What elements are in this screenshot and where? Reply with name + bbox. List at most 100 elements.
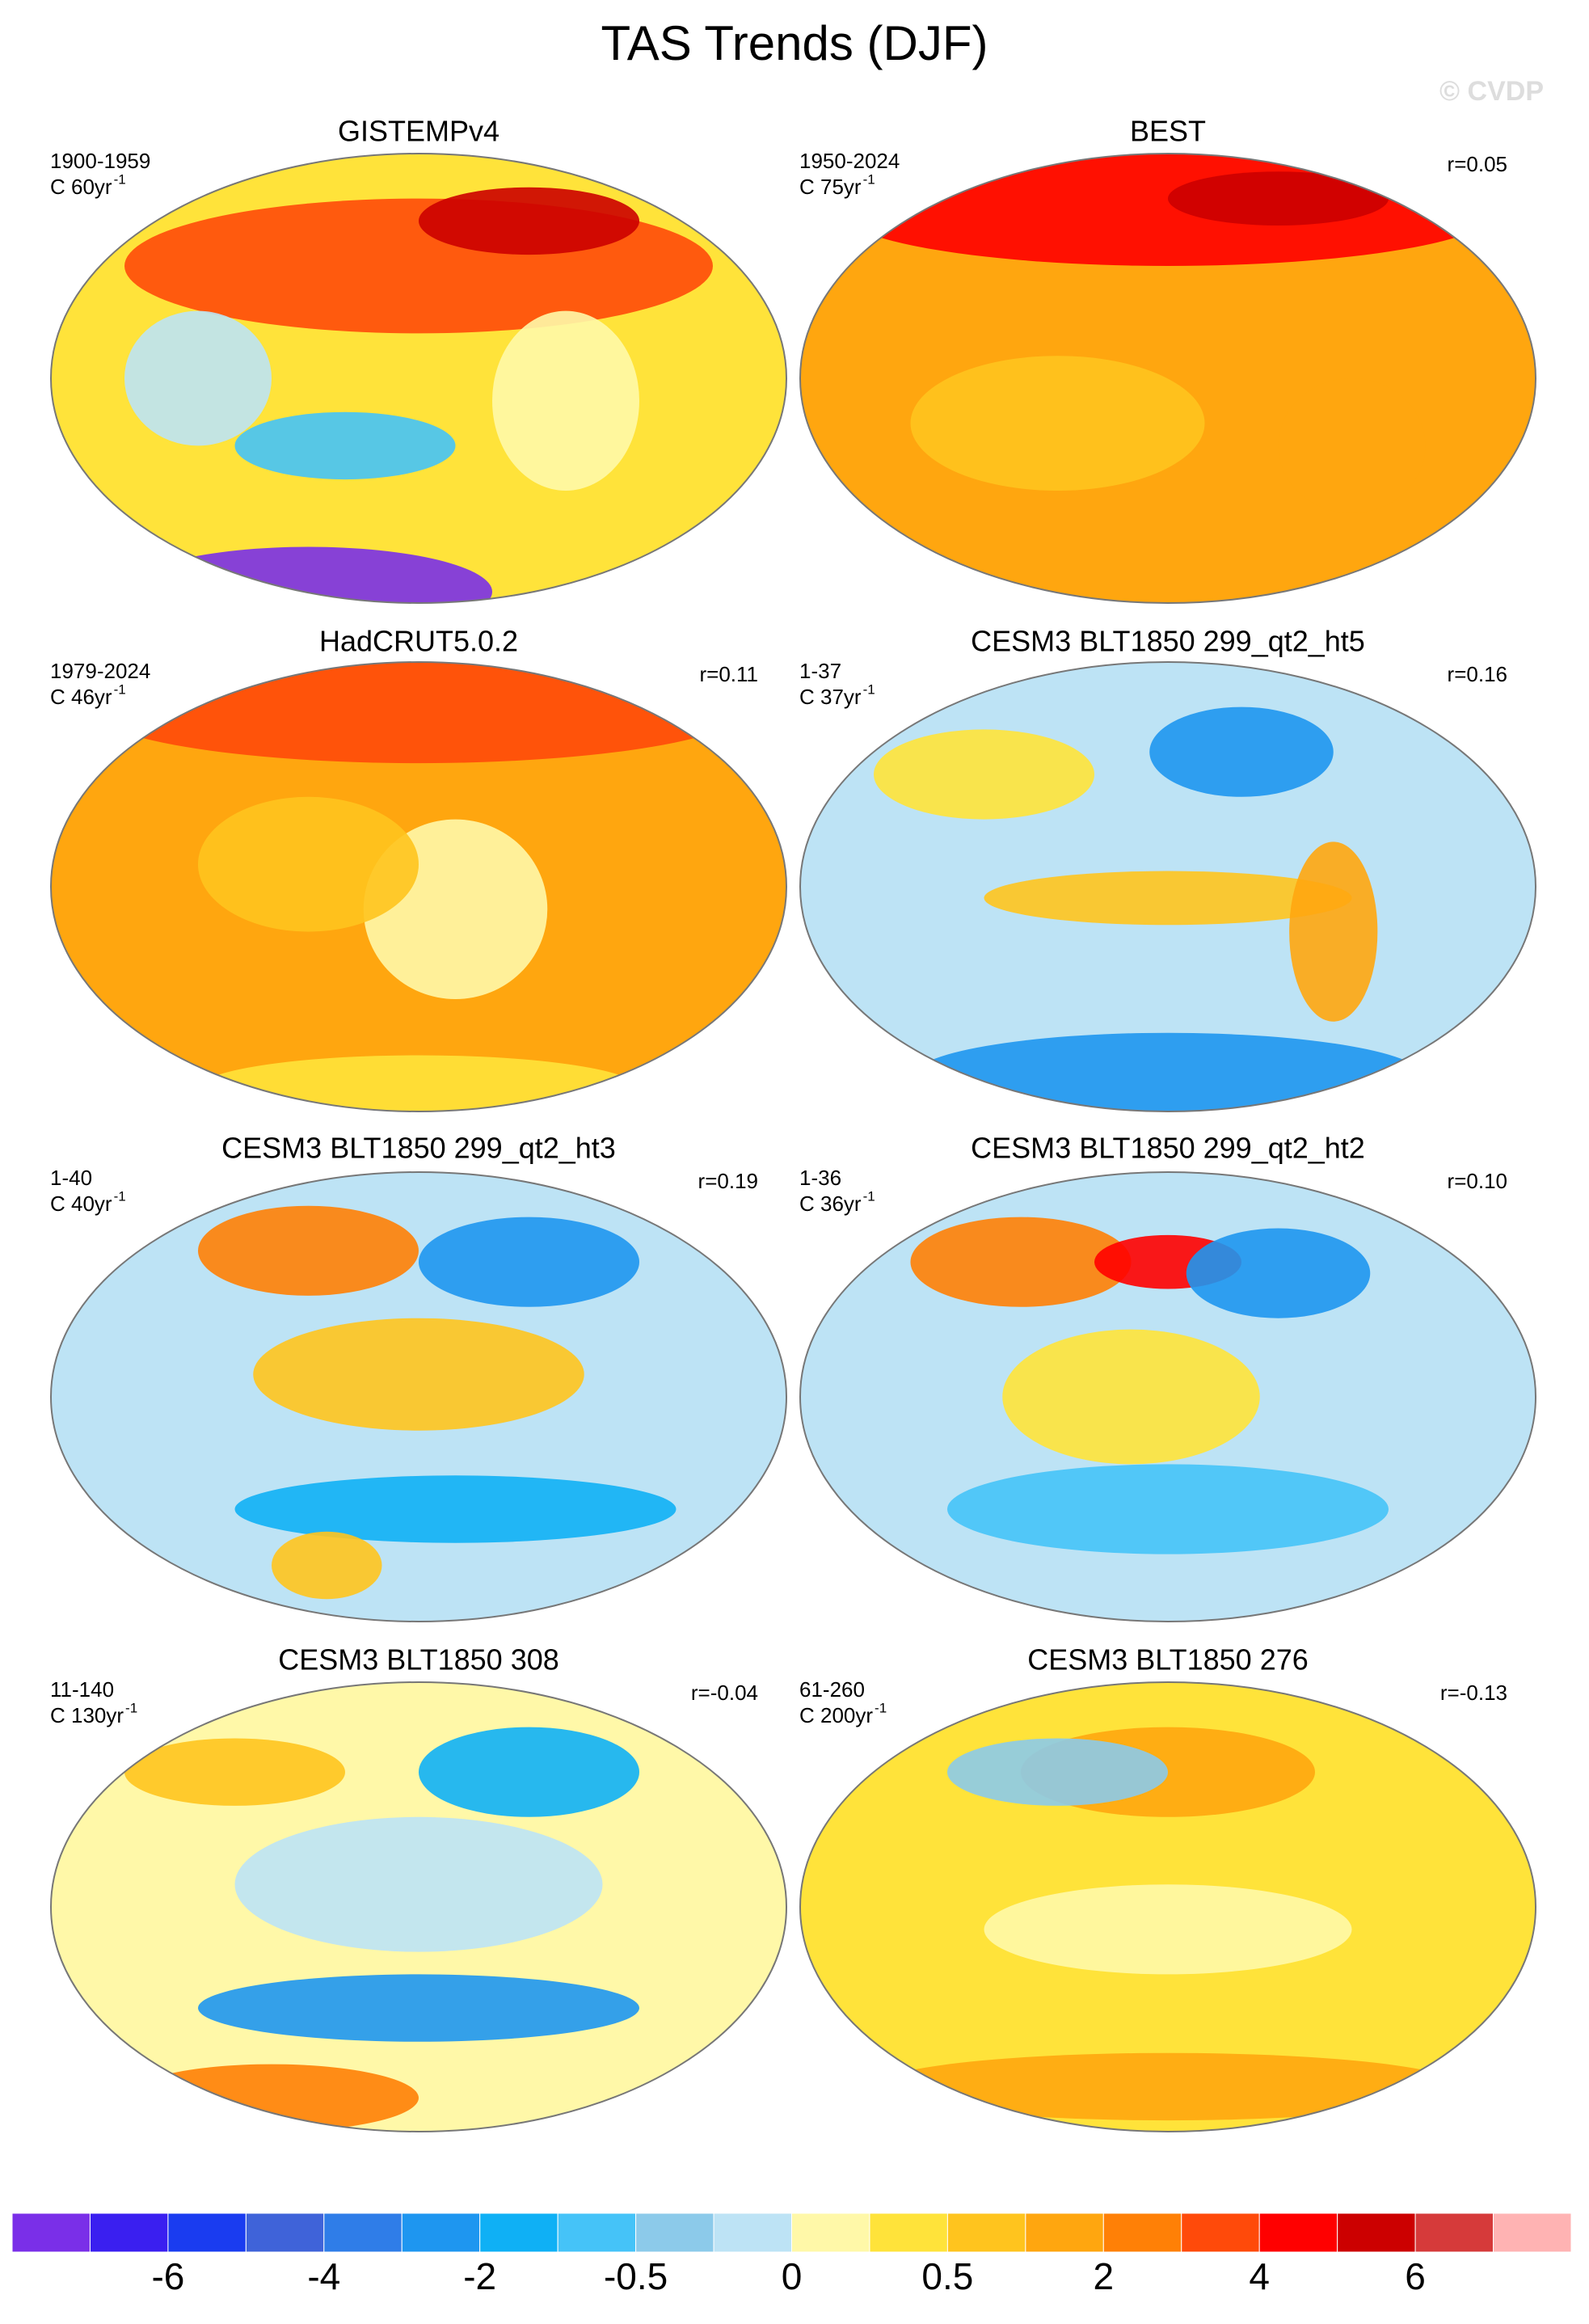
map-outline bbox=[799, 1171, 1536, 1622]
map-field bbox=[800, 662, 1536, 1111]
map-outline bbox=[799, 1681, 1536, 2132]
colorbar-box bbox=[1337, 2212, 1416, 2253]
colorbar-box bbox=[1414, 2212, 1494, 2253]
colorbar-tick-label: -6 bbox=[151, 2255, 184, 2297]
map-blob bbox=[272, 1531, 382, 1600]
colorbar-tick-label: 0 bbox=[782, 2255, 803, 2297]
panel-period: 1-40 bbox=[50, 1166, 92, 1190]
colorbar-tick-label: 4 bbox=[1249, 2255, 1270, 2297]
map-blob bbox=[87, 662, 750, 764]
map-blob bbox=[198, 796, 419, 932]
panel-period: 61-260 bbox=[799, 1677, 865, 1702]
map-blob bbox=[1278, 378, 1426, 513]
map-panel: CESM3 BLT1850 299_qt2_ht3 1-40C 40yr -1 r=0… bbox=[50, 1132, 787, 1622]
colorbar-box bbox=[89, 2212, 169, 2253]
colorbar-box bbox=[479, 2212, 558, 2253]
map-blob bbox=[198, 1974, 639, 2042]
panel-trend-exponent: -1 bbox=[114, 1188, 126, 1204]
panel-trend: C 36yr bbox=[799, 1192, 862, 1216]
map-blob bbox=[419, 1217, 639, 1307]
panel-correlation: r=0.05 bbox=[1448, 152, 1507, 176]
map-blob bbox=[124, 2064, 419, 2132]
panel-trend-exponent: -1 bbox=[863, 681, 875, 697]
panel-correlation: r=0.11 bbox=[699, 662, 758, 686]
colorbar-tick-label: -4 bbox=[307, 2255, 340, 2297]
map-blob bbox=[1186, 1228, 1371, 1318]
panel-title: CESM3 BLT1850 308 bbox=[278, 1643, 559, 1677]
colorbar-box bbox=[635, 2212, 714, 2253]
colorbar-tick-label: -0.5 bbox=[604, 2255, 668, 2297]
copyright: © CVDP bbox=[1439, 76, 1544, 107]
panel-title: CESM3 BLT1850 299_qt2_ht5 bbox=[971, 625, 1365, 658]
map-blob bbox=[124, 1738, 345, 1806]
colorbar-box bbox=[401, 2212, 481, 2253]
panel-period: 1-37 bbox=[799, 659, 841, 683]
map-blob bbox=[419, 187, 639, 255]
colorbar-box bbox=[557, 2212, 637, 2253]
map-blob bbox=[910, 1032, 1426, 1111]
colorbar-tick-label: 0.5 bbox=[921, 2255, 973, 2297]
panel-trend: C 75yr bbox=[799, 175, 862, 199]
colorbar-box bbox=[245, 2212, 325, 2253]
panel-title: BEST bbox=[1130, 115, 1206, 148]
panel-period: 11-140 bbox=[50, 1677, 114, 1702]
panel-trend-exponent: -1 bbox=[114, 171, 126, 187]
map-blob bbox=[910, 356, 1205, 491]
panel-trend-exponent: -1 bbox=[875, 1700, 887, 1715]
colorbar-box bbox=[946, 2212, 1026, 2253]
colorbar-box bbox=[1493, 2212, 1572, 2253]
colorbar-box bbox=[1102, 2212, 1182, 2253]
panel-trend-exponent: -1 bbox=[125, 1700, 137, 1715]
map-blob bbox=[1002, 1329, 1260, 1465]
map-panel: CESM3 BLT1850 299_qt2_ht5 1-37C 37yr -1 r=0… bbox=[799, 625, 1536, 1112]
panel-period: 1900-1959 bbox=[50, 149, 150, 173]
colorbar-box bbox=[11, 2212, 91, 2253]
panel-title: CESM3 BLT1850 299_qt2_ht2 bbox=[971, 1132, 1365, 1165]
panel-correlation: r=0.19 bbox=[698, 1169, 758, 1193]
panel-correlation: r=-0.13 bbox=[1440, 1681, 1507, 1705]
colorbar-box bbox=[791, 2212, 870, 2253]
colorbar-box bbox=[323, 2212, 403, 2253]
map-blob bbox=[984, 1884, 1352, 1975]
panel-correlation: r=0.10 bbox=[1448, 1169, 1507, 1193]
map-blob bbox=[947, 1464, 1389, 1554]
panel-period: 1-36 bbox=[799, 1166, 841, 1190]
map-blob bbox=[419, 1727, 639, 1817]
panel-trend: C 46yr bbox=[50, 685, 112, 709]
colorbar-tick-label: 2 bbox=[1094, 2255, 1115, 2297]
colorbar-box bbox=[1025, 2212, 1104, 2253]
panel-correlation: r=-0.04 bbox=[691, 1681, 758, 1705]
map-field bbox=[800, 154, 1536, 603]
map-blob bbox=[198, 1205, 419, 1296]
map-outline bbox=[799, 661, 1536, 1112]
panel-trend: C 200yr bbox=[799, 1703, 873, 1727]
panel-trend-exponent: -1 bbox=[863, 1188, 875, 1204]
panel-period: 1950-2024 bbox=[799, 149, 900, 173]
colorbar-box bbox=[869, 2212, 948, 2253]
map-blob bbox=[253, 1318, 584, 1431]
colorbar-tick-label: 6 bbox=[1405, 2255, 1426, 2297]
panel-trend: C 40yr bbox=[50, 1192, 112, 1216]
panel-title: CESM3 BLT1850 299_qt2_ht3 bbox=[221, 1132, 616, 1165]
colorbar-box bbox=[167, 2212, 247, 2253]
map-blob bbox=[234, 411, 456, 480]
map-blob bbox=[1149, 706, 1334, 797]
colorbar-tick-label: -2 bbox=[463, 2255, 496, 2297]
colorbar-box bbox=[1181, 2212, 1260, 2253]
panel-correlation: r=0.16 bbox=[1448, 662, 1507, 686]
map-outline bbox=[799, 153, 1536, 604]
map-blob bbox=[984, 871, 1352, 926]
map-panel: CESM3 BLT1850 299_qt2_ht2 1-36C 36yr -1 r=0… bbox=[799, 1132, 1536, 1622]
map-outline bbox=[50, 661, 787, 1112]
map-blob bbox=[198, 1055, 639, 1111]
colorbar-box bbox=[1258, 2212, 1338, 2253]
map-blob bbox=[1168, 171, 1389, 226]
map-field bbox=[51, 154, 786, 603]
map-blob bbox=[124, 310, 272, 446]
panel-trend-exponent: -1 bbox=[114, 681, 126, 697]
